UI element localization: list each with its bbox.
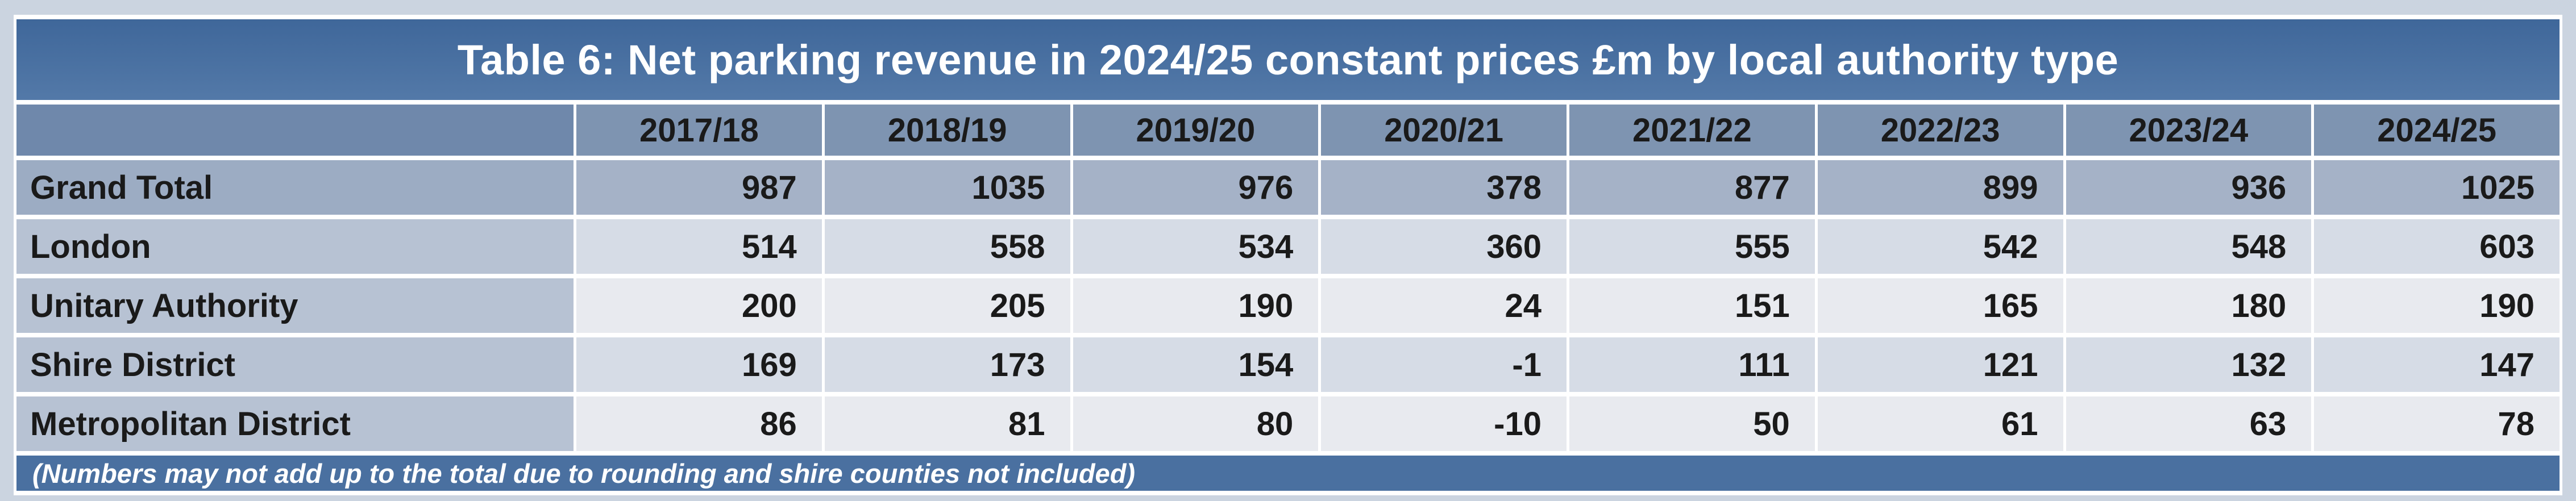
cell: 132 [2066,337,2312,392]
cell: 61 [1817,396,2063,451]
col-header-2021-22: 2021/22 [1569,105,1815,156]
table-row-shire-district: Shire District 169 173 154 -1 111 121 13… [16,337,2560,392]
footnote-row: (Numbers may not add up to the total due… [16,456,2560,491]
cell: 63 [2066,396,2312,451]
row-label-unitary-authority: Unitary Authority [16,278,574,333]
cell: 976 [1073,160,1319,215]
table-title: Table 6: Net parking revenue in 2024/25 … [16,19,2560,100]
cell: 165 [1817,278,2063,333]
cell: 173 [824,337,1070,392]
cell: 86 [576,396,822,451]
cell: 542 [1817,219,2063,274]
col-header-2023-24: 2023/24 [2066,105,2312,156]
cell: 1035 [824,160,1070,215]
cell: 936 [2066,160,2312,215]
cell: -1 [1321,337,1567,392]
cell: 200 [576,278,822,333]
cell: 147 [2314,337,2560,392]
table-footnote: (Numbers may not add up to the total due… [16,456,2560,491]
cell: 534 [1073,219,1319,274]
col-header-2017-18: 2017/18 [576,105,822,156]
cell: 154 [1073,337,1319,392]
cell: 24 [1321,278,1567,333]
cell: 190 [2314,278,2560,333]
cell: 1025 [2314,160,2560,215]
cell: 987 [576,160,822,215]
cell: -10 [1321,396,1567,451]
table-row-metropolitan-district: Metropolitan District 86 81 80 -10 50 61… [16,396,2560,451]
cell: 558 [824,219,1070,274]
cell: 603 [2314,219,2560,274]
cell: 899 [1817,160,2063,215]
col-header-2018-19: 2018/19 [824,105,1070,156]
cell: 111 [1569,337,1815,392]
cell: 190 [1073,278,1319,333]
cell: 50 [1569,396,1815,451]
col-header-2024-25: 2024/25 [2314,105,2560,156]
cell: 514 [576,219,822,274]
table-row-london: London 514 558 534 360 555 542 548 603 [16,219,2560,274]
table-row-grand-total: Grand Total 987 1035 976 378 877 899 936… [16,160,2560,215]
table-row-unitary-authority: Unitary Authority 200 205 190 24 151 165… [16,278,2560,333]
cell: 80 [1073,396,1319,451]
cell: 169 [576,337,822,392]
cell: 180 [2066,278,2312,333]
column-header-row: 2017/18 2018/19 2019/20 2020/21 2021/22 … [16,105,2560,156]
cell: 205 [824,278,1070,333]
col-header-2019-20: 2019/20 [1073,105,1319,156]
cell: 548 [2066,219,2312,274]
row-label-metropolitan-district: Metropolitan District [16,396,574,451]
title-row: Table 6: Net parking revenue in 2024/25 … [16,19,2560,100]
corner-cell-empty [16,105,574,156]
row-label-shire-district: Shire District [16,337,574,392]
cell: 555 [1569,219,1815,274]
cell: 121 [1817,337,2063,392]
cell: 81 [824,396,1070,451]
cell: 378 [1321,160,1567,215]
row-label-grand-total: Grand Total [16,160,574,215]
cell: 78 [2314,396,2560,451]
cell: 151 [1569,278,1815,333]
cell: 877 [1569,160,1815,215]
col-header-2022-23: 2022/23 [1817,105,2063,156]
cell: 360 [1321,219,1567,274]
row-label-london: London [16,219,574,274]
col-header-2020-21: 2020/21 [1321,105,1567,156]
parking-revenue-table: Table 6: Net parking revenue in 2024/25 … [14,15,2562,495]
